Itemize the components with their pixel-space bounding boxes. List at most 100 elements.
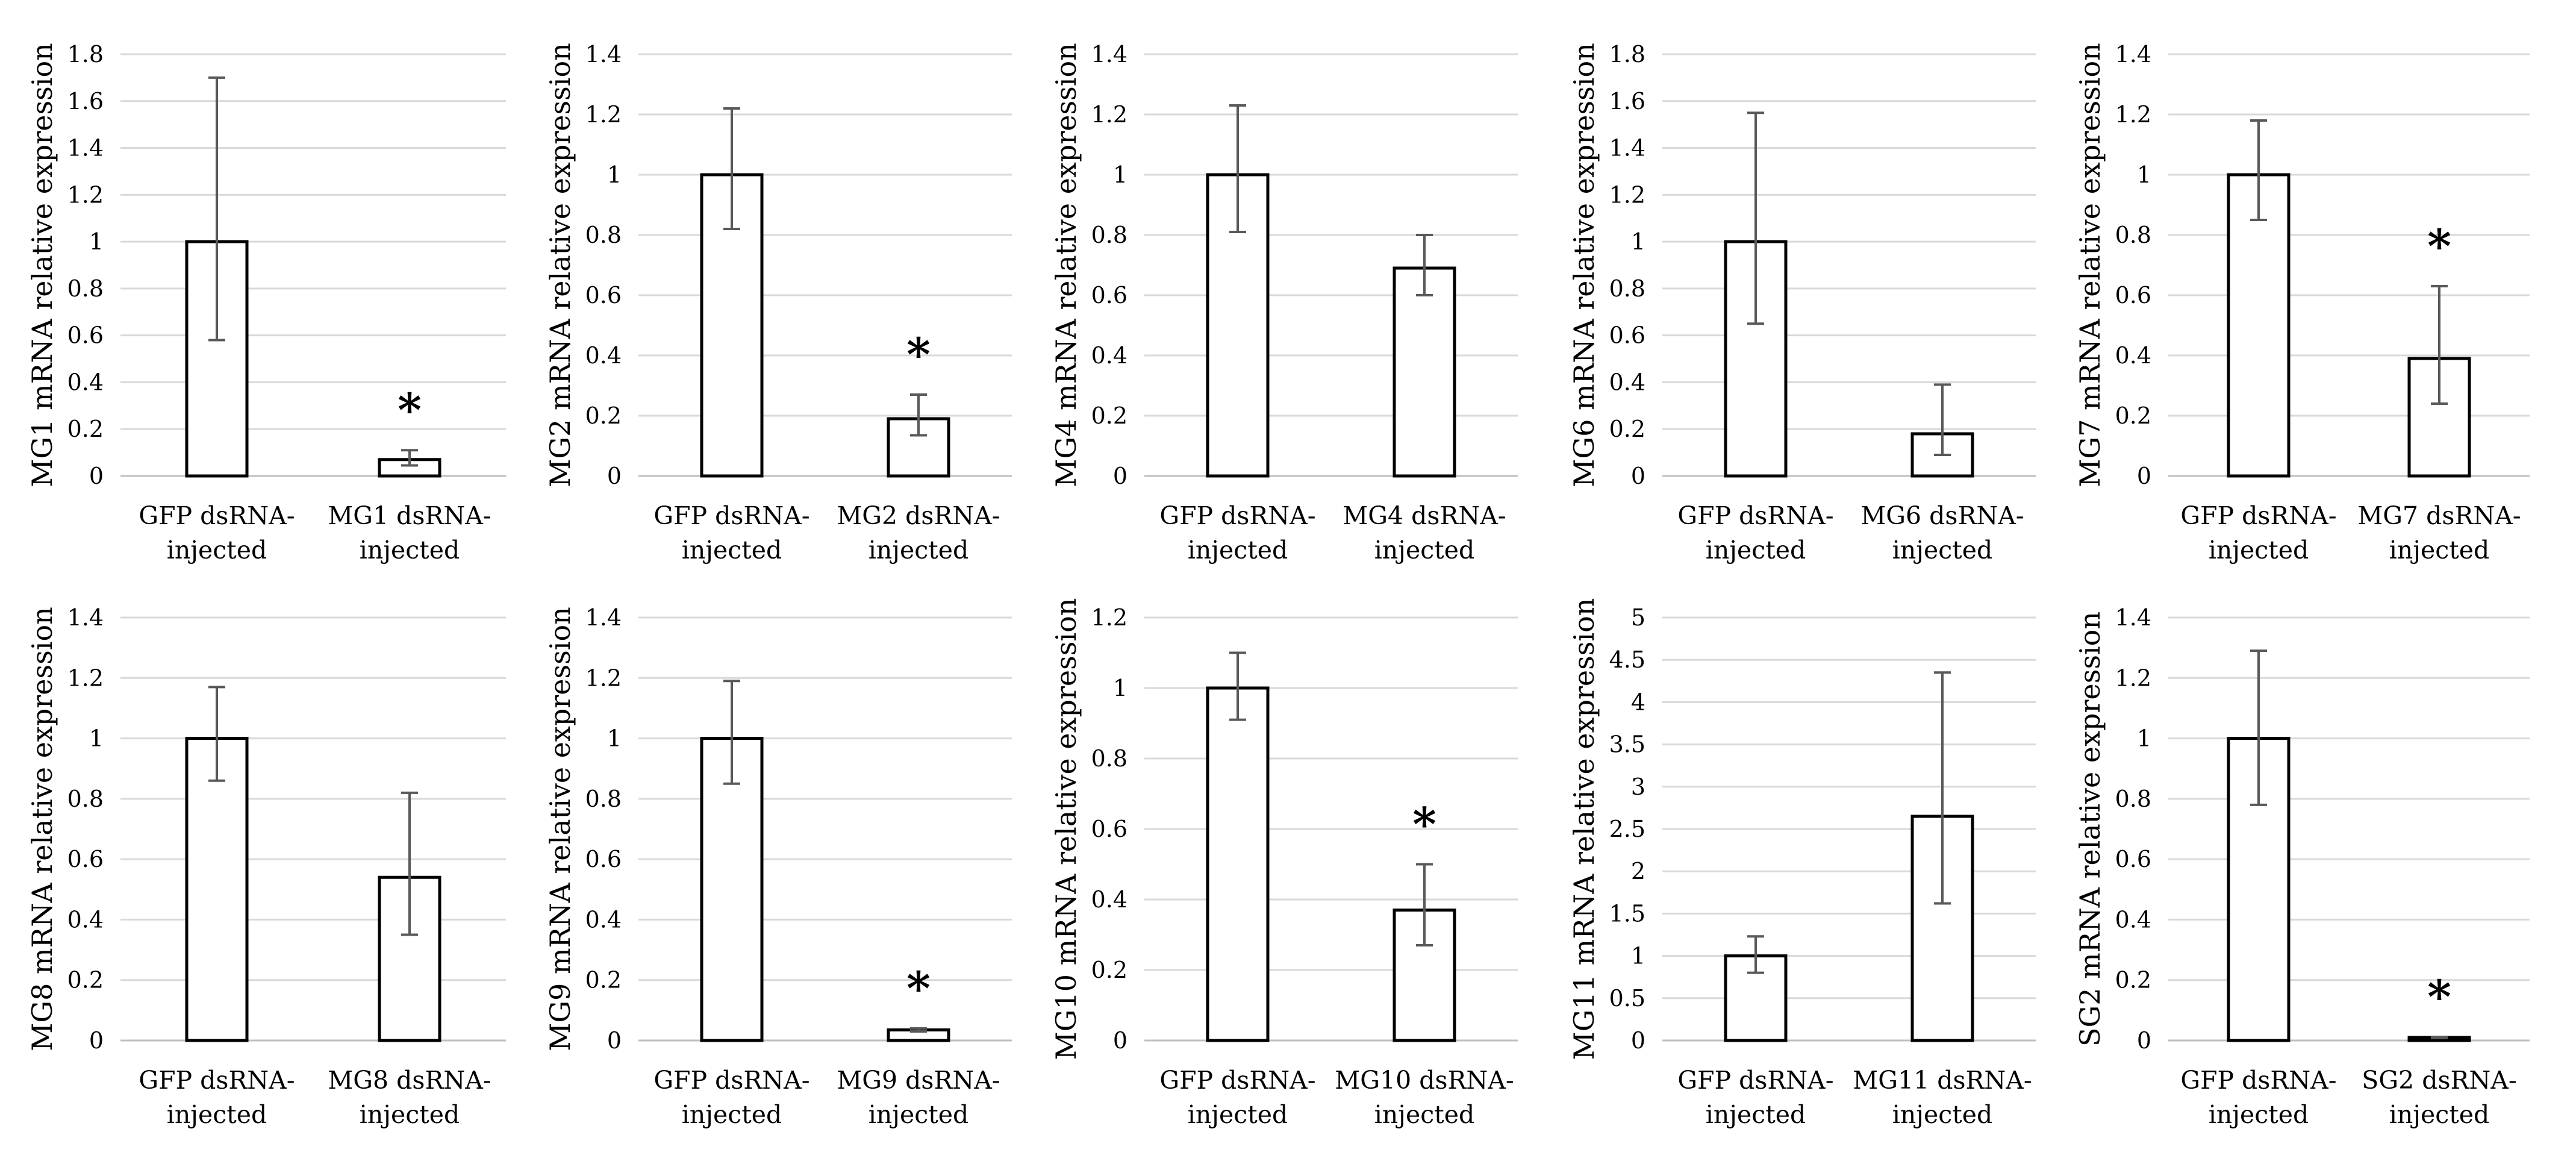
y-tick-label: 1.2: [1609, 181, 1645, 208]
y-tick-label: 0.6: [1091, 282, 1127, 308]
y-tick-label: 1.4: [585, 604, 622, 631]
x-category-label: injected: [869, 536, 968, 565]
x-category-label: injected: [682, 1100, 782, 1129]
significance-marker: *: [398, 383, 422, 437]
y-tick-label: 3.5: [1609, 731, 1645, 758]
chart-panel-5: 0 0.2 0.4 0.6 0.8 1 1.2 1.4 MG7 mRNA relative ex…: [2074, 41, 2530, 565]
y-axis-label: MG10 mRNA relative expression: [1050, 598, 1082, 1060]
bar: [185, 737, 249, 1042]
y-axis-label: MG11 mRNA relative expression: [1568, 598, 1600, 1060]
y-tick-label: 1: [1113, 161, 1127, 188]
y-axis-label: SG2 mRNA relative expression: [2074, 612, 2106, 1047]
x-category-label: GFP dsRNA-: [1159, 1066, 1315, 1095]
x-category-label: injected: [2389, 1100, 2489, 1129]
y-axis-label: MG6 mRNA relative expression: [1568, 43, 1600, 487]
y-tick-label: 1: [607, 161, 622, 188]
significance-marker: *: [906, 328, 931, 381]
y-tick-label: 1.2: [1091, 101, 1127, 128]
y-tick-label: 5: [1631, 604, 1645, 631]
y-tick-label: 1.4: [2115, 41, 2151, 67]
y-tick-label: 0: [1631, 463, 1645, 489]
y-tick-label: 0.8: [2115, 786, 2151, 812]
x-category-label: MG7 dsRNA-: [2357, 501, 2521, 530]
bar: [1206, 686, 1270, 1042]
y-tick-label: 0.2: [67, 967, 104, 993]
y-tick-label: 1: [1631, 228, 1645, 255]
y-tick-label: 1: [89, 725, 104, 752]
y-tick-label: 0.6: [585, 282, 622, 308]
y-tick-label: 0.8: [1091, 222, 1127, 248]
chart-panel-1: 0 0.2 0.4 0.6 0.8 1 1.2 1.4 1.6 1.8 MG1 mRNA relat…: [26, 41, 506, 565]
x-category-label: GFP dsRNA-: [1159, 501, 1315, 530]
x-category-label: SG2 dsRNA-: [2362, 1066, 2516, 1095]
y-tick-label: 0.4: [1091, 342, 1127, 369]
x-category-label: injected: [167, 536, 267, 565]
y-tick-label: 1.2: [1091, 604, 1127, 631]
y-tick-label: 0.2: [67, 416, 104, 442]
y-tick-label: 1.2: [67, 665, 104, 691]
x-category-label: GFP dsRNA-: [1677, 501, 1833, 530]
y-tick-label: 4.5: [1609, 646, 1645, 673]
y-tick-label: 1.4: [585, 41, 622, 67]
chart-panel-4: 0 0.2 0.4 0.6 0.8 1 1.2 1.4 1.6 1.8 MG6 mRNA relat…: [1568, 41, 2036, 565]
x-category-label: MG6 dsRNA-: [1860, 501, 2024, 530]
y-tick-label: 4: [1631, 689, 1645, 715]
y-tick-label: 0: [89, 1027, 104, 1054]
x-category-label: injected: [1892, 536, 1992, 565]
y-tick-label: 1.6: [67, 88, 104, 114]
chart-panel-6: 0 0.2 0.4 0.6 0.8 1 1.2 1.4 MG8 mRNA relative ex…: [26, 604, 506, 1129]
x-category-label: MG2 dsRNA-: [837, 501, 1000, 530]
x-category-label: injected: [1188, 536, 1288, 565]
y-tick-label: 0: [607, 1027, 622, 1054]
y-tick-label: 0.2: [2115, 967, 2151, 993]
y-tick-label: 0: [2137, 463, 2151, 489]
y-tick-label: 0.6: [2115, 282, 2151, 308]
y-axis-label: MG2 mRNA relative expression: [544, 43, 576, 487]
x-category-label: injected: [360, 1100, 460, 1129]
x-category-label: GFP dsRNA-: [2180, 501, 2336, 530]
y-axis-label: MG7 mRNA relative expression: [2074, 43, 2106, 487]
y-tick-label: 1.4: [67, 135, 104, 161]
y-tick-label: 0.2: [585, 402, 622, 429]
y-tick-label: 0.8: [1609, 275, 1645, 302]
x-category-label: GFP dsRNA-: [1677, 1066, 1833, 1095]
significance-marker: *: [1412, 798, 1436, 851]
y-tick-label: 0.6: [1609, 322, 1645, 349]
y-tick-label: 1.4: [2115, 604, 2151, 631]
y-tick-label: 0.4: [2115, 342, 2151, 369]
y-tick-label: 0.4: [585, 906, 622, 933]
chart-panel-3: 0 0.2 0.4 0.6 0.8 1 1.2 1.4 MG4 mRNA relative ex…: [1050, 41, 1518, 565]
y-tick-label: 0.6: [585, 846, 622, 872]
y-tick-label: 0.4: [585, 342, 622, 369]
y-tick-label: 1.2: [2115, 665, 2151, 691]
x-category-label: GFP dsRNA-: [2180, 1066, 2336, 1095]
x-category-label: injected: [1188, 1100, 1288, 1129]
y-tick-label: 0: [607, 463, 622, 489]
x-category-label: injected: [1706, 1100, 1806, 1129]
y-tick-label: 1: [2137, 725, 2151, 752]
bar: [700, 737, 764, 1042]
y-tick-label: 2.5: [1609, 816, 1645, 842]
y-tick-label: 1: [89, 228, 104, 255]
y-tick-label: 0.2: [1091, 957, 1127, 983]
chart-panel-10: 0 0.2 0.4 0.6 0.8 1 1.2 1.4 SG2 mRNA relative ex…: [2074, 604, 2530, 1129]
y-tick-label: 0.8: [1091, 745, 1127, 772]
y-tick-label: 1.8: [1609, 41, 1645, 67]
y-tick-label: 1: [1631, 943, 1645, 969]
y-tick-label: 1: [607, 725, 622, 752]
significance-marker: *: [906, 962, 931, 1015]
chart-panel-9: 0 0.5 1 1.5 2 2.5 3 3.5 4 4.5 5 MG11 mRNA relative …: [1568, 598, 2036, 1129]
y-tick-label: 0.4: [67, 369, 104, 395]
x-category-label: MG9 dsRNA-: [837, 1066, 1000, 1095]
y-tick-label: 1.4: [1091, 41, 1127, 67]
y-tick-label: 1: [1113, 675, 1127, 701]
x-category-label: injected: [1374, 536, 1474, 565]
x-category-label: MG8 dsRNA-: [328, 1066, 491, 1095]
x-category-label: MG4 dsRNA-: [1343, 501, 1506, 530]
y-tick-label: 0.5: [1609, 985, 1645, 1012]
y-tick-label: 1.4: [67, 604, 104, 631]
y-axis-label: MG4 mRNA relative expression: [1050, 43, 1082, 487]
y-tick-label: 0.8: [67, 786, 104, 812]
y-tick-label: 1.2: [585, 101, 622, 128]
x-category-label: injected: [2209, 1100, 2309, 1129]
